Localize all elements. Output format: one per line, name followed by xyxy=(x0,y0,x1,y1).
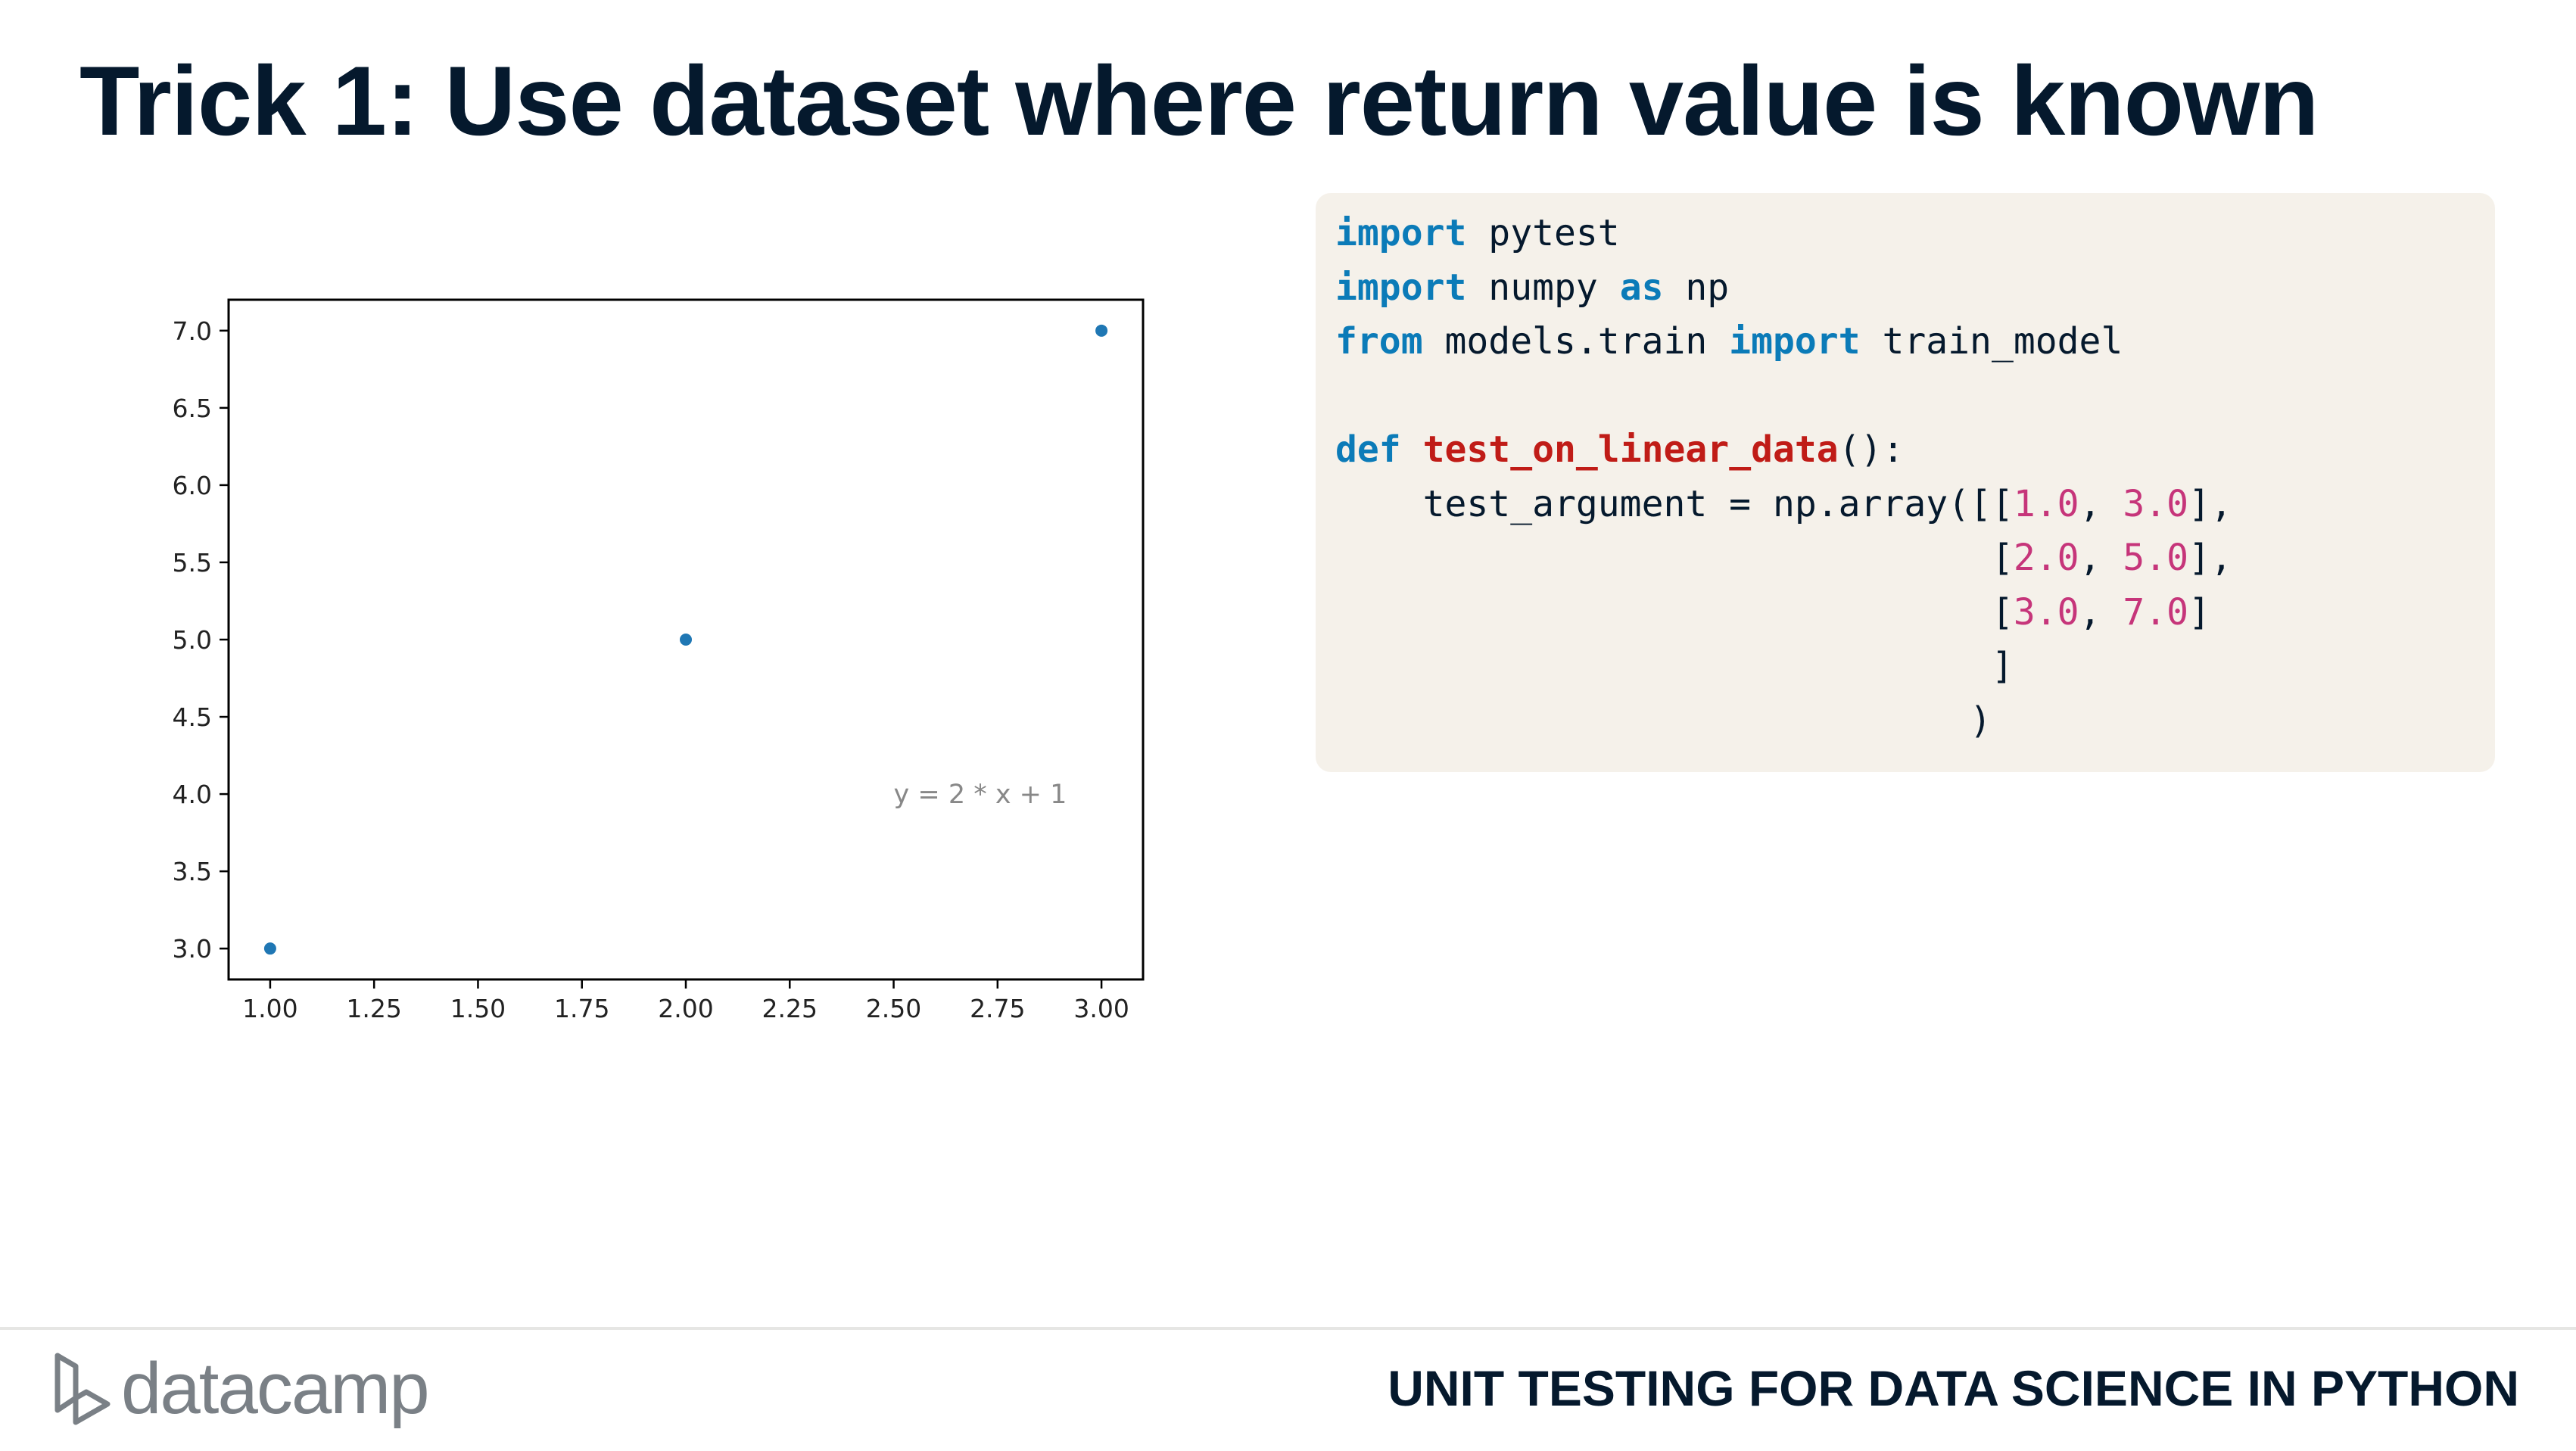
y-tick-label: 4.5 xyxy=(173,702,212,732)
y-tick-label: 3.0 xyxy=(173,934,212,964)
scatter-chart: 1.00 1.25 1.50 1.75 2.00 2.25 2.50 2.75 3.00 3.0 3… xyxy=(136,272,1181,1045)
code-number: 2.0 xyxy=(2013,537,2079,579)
code-line: import pytest xyxy=(1335,212,1620,254)
code-token: ] xyxy=(2188,590,2210,634)
code-token: test_argument = np.array([[ xyxy=(1335,482,2014,525)
x-tick-label: 1.00 xyxy=(242,994,297,1023)
code-line: ) xyxy=(1335,699,1992,742)
x-tick-label: 2.50 xyxy=(866,994,921,1023)
x-tick-label: 3.00 xyxy=(1073,994,1129,1023)
y-tick-label: 5.5 xyxy=(173,548,212,578)
code-token: , xyxy=(2079,590,2123,634)
y-tick-label: 4.0 xyxy=(173,780,212,809)
datacamp-wordmark: datacamp xyxy=(121,1348,430,1429)
code-token xyxy=(1401,428,1423,471)
code-keyword: from xyxy=(1335,320,1423,363)
x-tick-label: 2.25 xyxy=(762,994,818,1023)
code-token: [ xyxy=(1335,590,2014,634)
y-tick-label: 6.5 xyxy=(173,394,212,423)
code-keyword: import xyxy=(1335,266,1467,309)
code-keyword: def xyxy=(1335,428,1401,471)
code-token: , xyxy=(2079,537,2123,579)
x-tick-label: 1.50 xyxy=(450,994,506,1023)
slide-title: Trick 1: Use dataset where return value … xyxy=(79,45,2319,156)
code-token: numpy xyxy=(1466,266,1620,309)
code-line: ] xyxy=(1335,645,2014,687)
code-number: 1.0 xyxy=(2013,482,2079,525)
code-line: [3.0, 7.0] xyxy=(1335,591,2210,634)
code-token: ] xyxy=(1335,645,2014,687)
x-tick-label: 1.75 xyxy=(554,994,609,1023)
x-tick-label: 2.00 xyxy=(658,994,713,1023)
data-point xyxy=(1095,324,1108,337)
code-token: ) xyxy=(1335,699,1992,742)
code-token: pytest xyxy=(1466,212,1620,254)
code-line: test_argument = np.array([[1.0, 3.0], xyxy=(1335,483,2232,525)
code-token: train_model xyxy=(1860,320,2123,363)
y-tick-label: 6.0 xyxy=(173,471,212,500)
code-number: 5.0 xyxy=(2123,537,2189,579)
code-function-name: test_on_linear_data xyxy=(1422,428,1839,471)
code-token: [ xyxy=(1335,537,2014,579)
code-keyword: import xyxy=(1335,212,1467,254)
course-title: UNIT TESTING FOR DATA SCIENCE IN PYTHON xyxy=(1388,1360,2519,1416)
code-keyword: as xyxy=(1619,266,1664,309)
code-text: import pytest import numpy as np from mo… xyxy=(1335,207,2475,748)
code-number: 3.0 xyxy=(2123,482,2189,525)
code-token: ], xyxy=(2188,537,2232,579)
code-token: (): xyxy=(1838,428,1905,471)
footer-divider xyxy=(0,1327,2576,1330)
code-token: np xyxy=(1663,266,1730,309)
x-tick-label: 1.25 xyxy=(346,994,401,1023)
chart-annotation: y = 2 * x + 1 xyxy=(894,780,1067,810)
code-number: 3.0 xyxy=(2013,590,2079,634)
datacamp-logo: datacamp xyxy=(53,1347,430,1431)
scatter-chart-svg: 1.00 1.25 1.50 1.75 2.00 2.25 2.50 2.75 3.00 3.0 3… xyxy=(173,298,1145,1023)
code-line: [2.0, 5.0], xyxy=(1335,537,2232,579)
code-token: , xyxy=(2079,482,2123,525)
code-token: models.train xyxy=(1422,320,1730,363)
y-tick-label: 7.0 xyxy=(173,316,212,346)
code-block: import pytest import numpy as np from mo… xyxy=(1316,193,2495,772)
code-token: ], xyxy=(2188,482,2232,525)
code-number: 7.0 xyxy=(2123,590,2189,634)
code-line: import numpy as np xyxy=(1335,266,1729,309)
code-line: from models.train import train_model xyxy=(1335,320,2123,363)
datacamp-logo-icon xyxy=(55,1353,111,1425)
code-line: def test_on_linear_data(): xyxy=(1335,428,1904,471)
y-tick-label: 3.5 xyxy=(173,857,212,886)
code-keyword: import xyxy=(1729,320,1861,363)
y-tick-label: 5.0 xyxy=(173,625,212,655)
data-point xyxy=(680,634,692,646)
data-point xyxy=(263,942,276,955)
x-tick-label: 2.75 xyxy=(970,994,1025,1023)
